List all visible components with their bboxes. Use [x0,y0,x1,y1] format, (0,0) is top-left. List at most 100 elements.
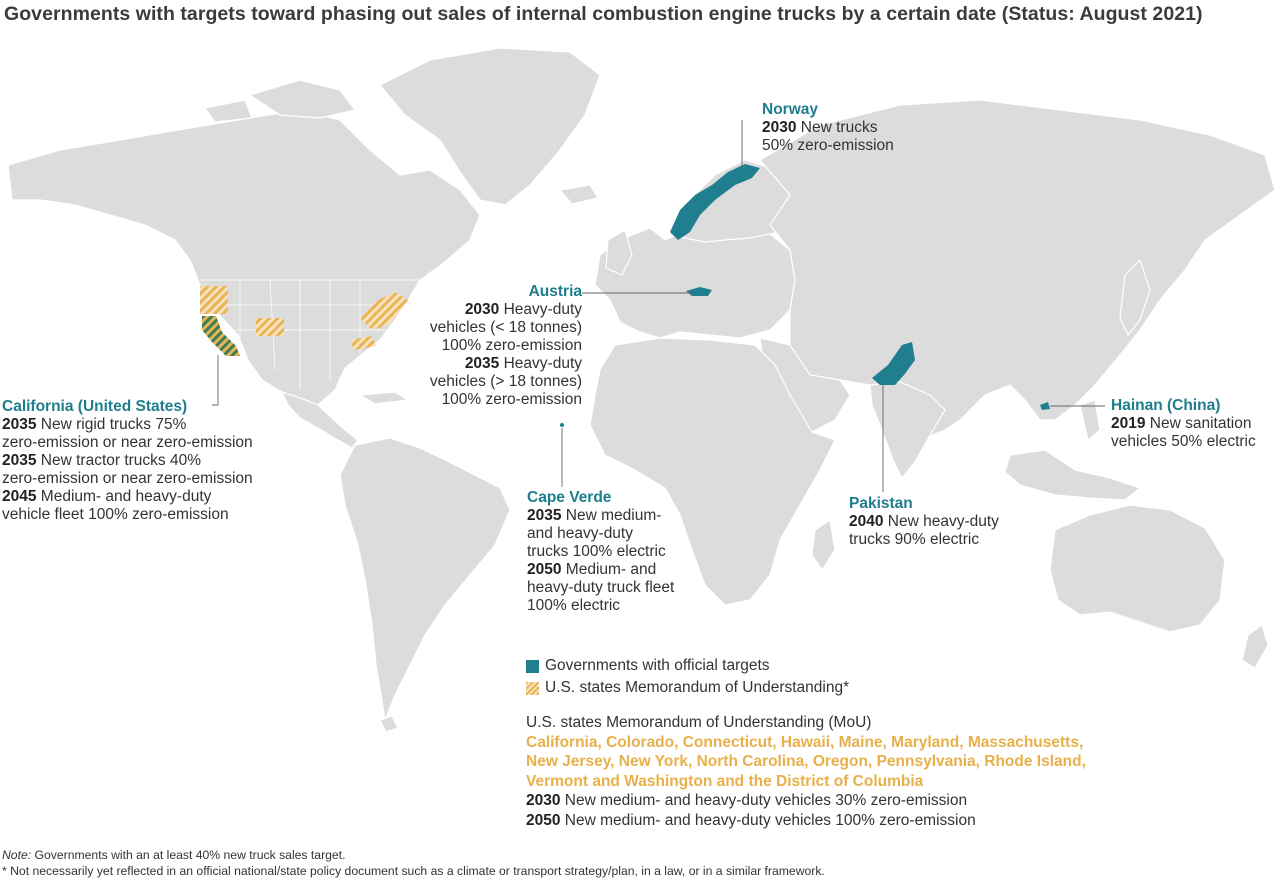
cape-verde-line4-text: Medium- and [561,561,657,578]
legend-official-label: Governments with official targets [545,657,770,674]
california-region [202,316,240,356]
leader-lines [212,120,1105,492]
austria-label: Austria 2030 Heavy-duty vehicles (< 18 t… [400,283,582,409]
norway-line2-text: 50% zero-emission [762,137,894,154]
cape-verde-line3-text: trucks 100% electric [527,543,666,560]
california-line3-text: New tractor trucks 40% [36,452,202,469]
caribbean-islands [358,391,410,405]
austria-line6-text: 100% zero-emission [441,391,582,408]
california-line3-year: 2035 [2,452,37,469]
california-line5-year: 2045 [2,488,37,505]
cape-verde-line2-text: and heavy-duty [527,525,633,542]
cape-verde-line1-text: New medium- [561,507,662,524]
california-line4-text: zero-emission or near zero-emission [2,470,253,487]
mou-target-2050: 2050 New medium- and heavy-duty vehicles… [526,811,1086,831]
california-line1-year: 2035 [2,416,37,433]
austria-line2-text: vehicles (< 18 tonnes) [429,319,582,336]
california-line6-text: vehicle fleet 100% zero-emission [2,506,229,523]
austria-line5-text: vehicles (> 18 tonnes) [429,373,582,390]
official-swatch [526,659,539,673]
note-label: Note: [2,848,32,862]
legend-mou-label: U.S. states Memorandum of Understanding* [545,679,850,696]
australia-landmass [1049,504,1226,633]
hainan-line2-text: vehicles 50% electric [1111,433,1256,450]
note-line: Note: Governments with an at least 40% n… [2,847,825,863]
austria-name: Austria [528,283,582,300]
south-america-landmass [339,437,511,723]
arctic-islands [203,79,357,123]
greenland-landmass [379,47,601,206]
norway-line1-text: New trucks [796,119,878,136]
mou-northeast [360,292,408,330]
hainan-line1-year: 2019 [1111,415,1146,432]
leader-california [212,355,219,406]
austria-region [686,287,712,296]
cape-verde-line6-text: 100% electric [527,597,621,614]
north-america-landmass [7,109,481,406]
pakistan-line1-text: New heavy-duty [883,513,999,530]
austria-line3-text: 100% zero-emission [441,337,582,354]
hainan-label: Hainan (China) 2019 New sanitation vehic… [1111,397,1256,451]
mou-target-2030-text: New medium- and heavy-duty vehicles 30% … [560,792,968,809]
austria-line4-text: Heavy-duty [499,355,582,372]
mou-north-carolina [350,336,376,350]
norway-label: Norway 2030 New trucks 50% zero-emission [762,101,894,155]
cape-verde-line4-year: 2050 [527,561,562,578]
iceland [558,184,599,205]
pakistan-line2-text: trucks 90% electric [849,531,980,548]
british-isles [605,229,633,276]
pakistan-label: Pakistan 2040 New heavy-duty trucks 90% … [849,495,999,549]
mou-swatch [526,681,539,695]
mou-washington-oregon [200,286,228,314]
mou-target-2030-year: 2030 [526,792,561,809]
cape-verde-name: Cape Verde [527,489,612,506]
california-label: California (United States) 2035 New rigi… [2,398,253,524]
indian-subcontinent [869,381,946,480]
austria-line1-year: 2030 [464,301,500,318]
japan [1119,258,1151,337]
austria-line1-text: Heavy-duty [499,301,582,318]
pakistan-region [872,342,915,385]
mou-states-line3: Vermont and Washington and the District … [526,772,924,790]
cape-verde-line1-year: 2035 [527,507,562,524]
california-line2-text: zero-emission or near zero-emission [2,434,253,451]
hainan-name: Hainan (China) [1111,397,1221,414]
cape-verde-line5-text: heavy-duty truck fleet [527,579,675,596]
hainan-line1-text: New sanitation [1145,415,1252,432]
norway-line1-year: 2030 [762,119,797,136]
central-america-landmass [280,390,359,449]
mou-states-line2: New Jersey, New York, North Carolina, Or… [526,753,1086,770]
footnotes: Note: Governments with an at least 40% n… [2,847,825,879]
europe-landmass [594,219,796,339]
new-zealand [1241,624,1269,669]
africa-landmass [589,337,836,606]
mou-states-line1: California, Colorado, Connecticut, Hawai… [526,733,1084,751]
map-legend: Governments with official targets U.S. s… [526,655,849,699]
mou-target-2050-year: 2050 [526,811,561,829]
pakistan-line1-year: 2040 [849,513,884,530]
norway-name: Norway [762,101,818,118]
note-text: Governments with an at least 40% new tru… [31,848,346,862]
hainan-region [1040,402,1050,410]
mou-info-block: U.S. states Memorandum of Understanding … [526,713,1086,830]
california-name: California (United States) [2,398,188,415]
mou-states [200,286,408,350]
legend-official-row: Governments with official targets [526,655,849,677]
tierra-del-fuego [379,715,399,733]
map-title: Governments with targets toward phasing … [4,3,1203,25]
pakistan-name: Pakistan [849,495,913,512]
southeast-asia-islands [1004,449,1142,501]
california-line5-text: Medium- and heavy-duty [36,488,212,505]
legend-mou-row: U.S. states Memorandum of Understanding* [526,677,849,699]
cape-verde-label: Cape Verde 2035 New medium- and heavy-du… [527,489,674,615]
mou-heading: U.S. states Memorandum of Understanding … [526,714,872,731]
cape-verde-region [560,423,564,427]
norway-region [670,164,760,240]
california-line1-text: New rigid trucks 75% [36,416,187,433]
mou-colorado [256,318,284,336]
philippines [1079,399,1101,442]
madagascar [811,518,836,572]
mou-target-2050-text: New medium- and heavy-duty vehicles 100%… [560,811,976,829]
footnote-line: * Not necessarily yet reflected in an of… [2,864,825,878]
